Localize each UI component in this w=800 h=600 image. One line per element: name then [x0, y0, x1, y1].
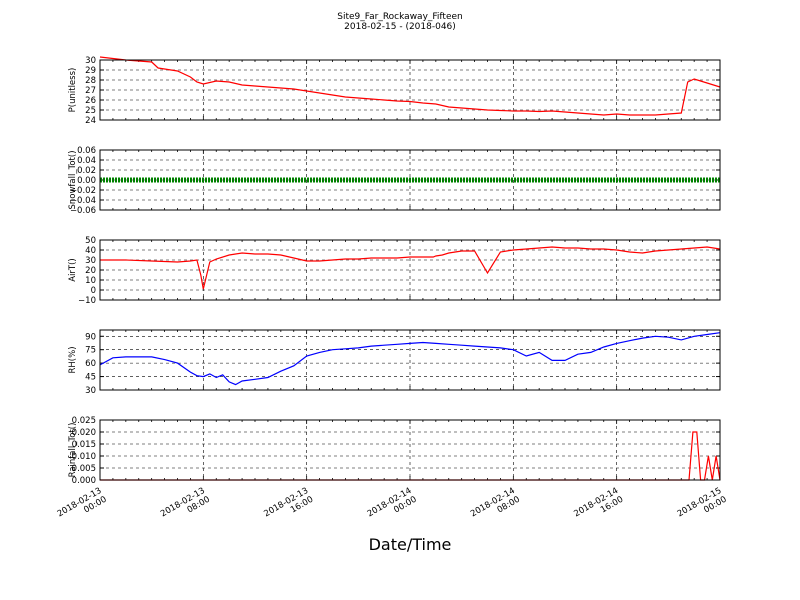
- y-tick-label: −10: [78, 296, 96, 306]
- y-axis-label: AirT(): [68, 258, 78, 282]
- series-line: [99, 56, 721, 116]
- y-axis-label: RH(%): [68, 346, 78, 373]
- y-tick-label: 0.04: [77, 156, 96, 166]
- plot-frame: [99, 419, 721, 481]
- x-tick-label: 2018-02-1316:00: [262, 486, 315, 528]
- y-tick-label: 0.06: [77, 146, 96, 156]
- x-tick-label: 2018-02-1300:00: [56, 486, 109, 528]
- panel-5: 0.000 0.005 0.010 0.015 0.020 0.025Rainfall_T…: [68, 416, 721, 486]
- panel-4: 30 45 60 75 90 RH(%): [68, 329, 721, 396]
- series-line: [99, 332, 721, 386]
- figure-subtitle: 2018-02-15 - (2018-046): [344, 22, 456, 32]
- x-tick-label: 2018-02-1500:00: [676, 486, 729, 528]
- y-tick-label: 0.010: [72, 452, 96, 462]
- x-tick-label: 2018-02-1408:00: [469, 486, 522, 528]
- x-tick-label: 2018-02-1416:00: [572, 486, 625, 528]
- y-tick-label: 10: [85, 276, 96, 286]
- x-tick-label: 2018-02-1308:00: [159, 486, 212, 528]
- y-tick-label: 0: [91, 286, 96, 296]
- y-tick-label: −0.02: [70, 186, 96, 196]
- plot-frame: [99, 329, 721, 391]
- y-axis-label: P(unitless): [68, 68, 78, 113]
- y-tick-label: 50: [85, 236, 96, 246]
- y-tick-label: 0.020: [72, 428, 96, 438]
- y-tick-label: 75: [85, 346, 96, 356]
- y-tick-label: 0.005: [72, 464, 96, 474]
- y-tick-label: 30: [85, 56, 96, 66]
- y-tick-label: 60: [85, 359, 96, 369]
- y-tick-label: 20: [85, 266, 96, 276]
- y-tick-label: 40: [85, 246, 96, 256]
- panel-2: −0.06−0.04−0.020.000.020.040.06Snowfall_…: [68, 146, 721, 216]
- y-tick-label: 25: [85, 106, 96, 116]
- y-tick-label: 27: [85, 86, 96, 96]
- y-tick-label: −0.06: [70, 206, 96, 216]
- figure-title: Site9_Far_Rockaway_Fifteen: [337, 12, 463, 22]
- y-tick-label: 90: [85, 332, 96, 342]
- y-tick-label: 28: [85, 76, 96, 86]
- y-axis-label: Rainfall_Tot(): [68, 423, 78, 478]
- plot-frame: [99, 59, 721, 121]
- y-tick-label: 45: [85, 373, 96, 383]
- y-tick-label: 0.02: [77, 166, 96, 176]
- y-tick-label: 30: [85, 256, 96, 266]
- y-axis-label: Snowfall_Tot(): [68, 150, 78, 209]
- y-tick-label: 0.015: [72, 440, 96, 450]
- y-tick-label: 0.00: [77, 176, 96, 186]
- y-tick-label: −0.04: [70, 196, 96, 206]
- x-axis-label: Date/Time: [369, 535, 452, 554]
- y-tick-label: 29: [85, 66, 96, 76]
- x-tick-label: 2018-02-1400:00: [366, 486, 419, 528]
- y-tick-label: 0.025: [72, 416, 96, 426]
- plot-frame: [99, 239, 721, 301]
- y-tick-label: 26: [85, 96, 96, 106]
- y-tick-label: 24: [85, 116, 96, 126]
- series-line: [100, 246, 721, 290]
- y-tick-label: 0.000: [72, 476, 96, 486]
- y-tick-label: 30: [85, 386, 96, 396]
- plot-frame: [99, 149, 721, 211]
